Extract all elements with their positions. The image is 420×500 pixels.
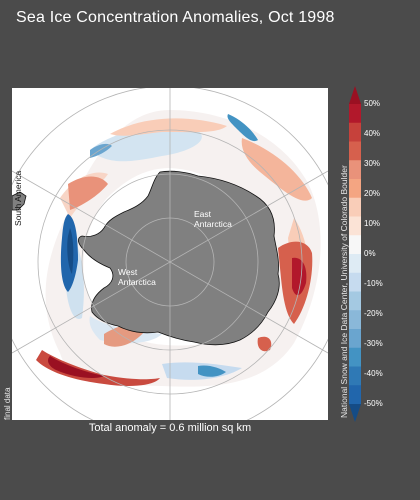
ice-ring-neutral xyxy=(45,110,321,387)
colorbar-tick-40: 40% xyxy=(364,129,381,138)
colorbar-tick-minus30: -30% xyxy=(364,339,383,348)
colorbar-segment xyxy=(349,272,361,292)
colorbar-segment xyxy=(349,197,361,217)
colorbar-tick-30: 30% xyxy=(364,159,381,168)
colorbar-segment xyxy=(349,235,361,255)
graticule xyxy=(12,88,328,420)
credit-text: National Snow and Ice Data Center, Unive… xyxy=(339,165,349,418)
colorbar-segment xyxy=(349,385,361,405)
colorbar-tick-50: 50% xyxy=(364,99,381,108)
anomaly-blue-south xyxy=(198,365,226,377)
anomaly-red-southwest-core xyxy=(48,356,104,378)
colorbar-tick-10: 10% xyxy=(364,219,381,228)
colorbar xyxy=(346,86,366,422)
colorbar-tick-0: 0% xyxy=(364,249,376,258)
colorbar-tick-minus50: -50% xyxy=(364,399,383,408)
anomaly-red-ne-small xyxy=(257,336,272,352)
colorbar-segment xyxy=(349,329,361,349)
colorbar-tick-minus10: -10% xyxy=(364,279,383,288)
label-west-antarctica-1: West xyxy=(118,267,138,277)
data-status-note: final data xyxy=(3,387,12,420)
colorbar-tick-20: 20% xyxy=(364,189,381,198)
colorbar-segment xyxy=(349,122,361,142)
patch-pink-ne xyxy=(241,138,312,201)
label-east-antarctica-2: Antarctica xyxy=(194,219,232,229)
anomaly-field xyxy=(36,110,321,387)
colorbar-segment xyxy=(349,366,361,386)
patch-lightblue-north xyxy=(90,127,202,162)
antarctica-landmass xyxy=(78,170,280,346)
label-east-antarctica-1: East xyxy=(194,209,212,219)
colorbar-segment xyxy=(349,160,361,180)
anomaly-red-weddell xyxy=(68,176,108,210)
colorbar-tick-minus20: -20% xyxy=(364,309,383,318)
label-west-antarctica-2: Antarctica xyxy=(118,277,156,287)
colorbar-segment xyxy=(349,254,361,274)
colorbar-segment xyxy=(349,141,361,161)
colorbar-segment xyxy=(349,347,361,367)
colorbar-segment xyxy=(349,104,361,124)
colorbar-cap-bottom xyxy=(349,404,361,422)
map-title: Sea Ice Concentration Anomalies, Oct 199… xyxy=(16,9,335,26)
colorbar-tick-minus40: -40% xyxy=(364,369,383,378)
south-america-landmass xyxy=(12,191,27,211)
colorbar-cap-top xyxy=(349,86,361,104)
anomaly-blue-ne xyxy=(227,114,258,142)
anomaly-blue-north xyxy=(90,143,112,158)
label-south-america: South America xyxy=(13,170,23,226)
patch-pink-north xyxy=(110,118,227,136)
colorbar-segment xyxy=(349,291,361,311)
anomaly-map: East Antarctica West Antarctica South Am… xyxy=(12,88,328,420)
anomaly-blue-west-core xyxy=(67,228,74,274)
total-anomaly-caption: Total anomaly = 0.6 million sq km xyxy=(88,422,252,434)
colorbar-segment xyxy=(349,179,361,199)
colorbar-segment xyxy=(349,216,361,236)
anomaly-red-east-inner xyxy=(292,257,307,296)
colorbar-segment xyxy=(349,310,361,330)
